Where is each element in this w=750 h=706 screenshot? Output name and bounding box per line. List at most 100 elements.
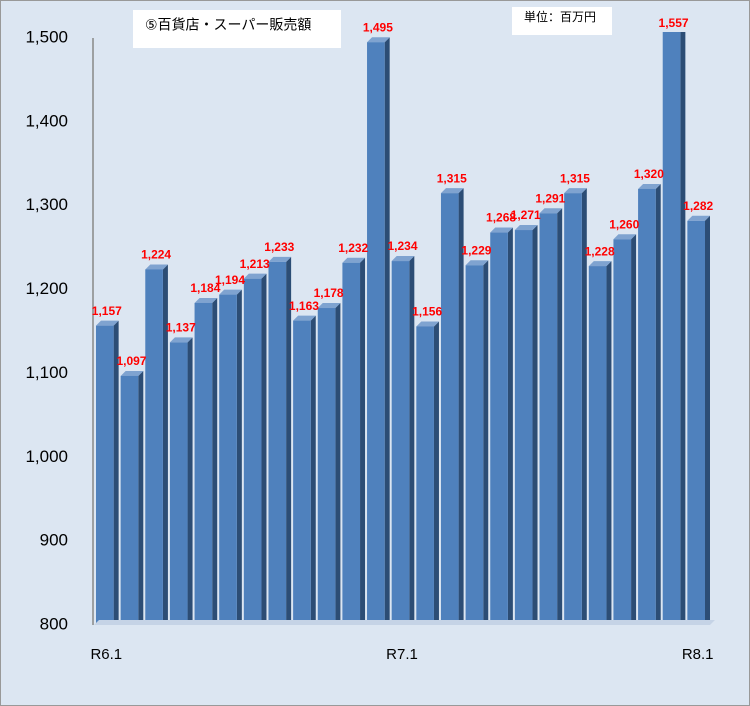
bar-side (581, 188, 587, 625)
bar-side (212, 297, 218, 625)
value-label: 1,557 (659, 16, 689, 30)
bar-side (236, 289, 242, 625)
unit-label: 単位：百万円 (524, 9, 596, 24)
bar-side (483, 260, 489, 625)
value-label: 1,320 (634, 167, 664, 181)
bar-side (557, 208, 563, 626)
bar (465, 265, 484, 625)
bar (539, 213, 558, 626)
value-label: 1,315 (437, 171, 467, 185)
value-label: 1,178 (314, 286, 344, 300)
bar-side (705, 215, 710, 625)
bar-top (391, 256, 415, 262)
floor (94, 620, 715, 625)
y-tick-label: 1,100 (25, 363, 68, 382)
bar-side (187, 337, 193, 625)
value-label: 1,224 (141, 248, 171, 262)
bar (243, 278, 262, 625)
bar-side (433, 321, 439, 625)
y-tick-label: 900 (40, 531, 68, 550)
bar-top (145, 264, 168, 270)
value-label: 1,163 (289, 299, 319, 313)
bar-top (219, 289, 242, 295)
bar-top (638, 183, 661, 189)
y-tick-label: 1,000 (25, 447, 68, 466)
bar (638, 188, 656, 625)
bar-top (539, 208, 563, 214)
y-tick-label: 1,500 (25, 27, 68, 46)
bar (490, 232, 508, 625)
y-tick-label: 1,200 (25, 279, 68, 298)
value-label: 1,234 (387, 239, 417, 253)
value-label: 1,271 (511, 208, 541, 222)
y-tick-label: 800 (40, 614, 68, 633)
unit-box (512, 7, 612, 35)
bar-top (440, 188, 464, 194)
bar (219, 294, 237, 625)
bar-top (687, 215, 710, 221)
bar-side (655, 183, 661, 625)
bar (169, 342, 188, 625)
bar (96, 325, 114, 625)
bar-side (286, 256, 292, 625)
y-tick-label: 1,300 (25, 195, 68, 214)
value-label: 1,268 (486, 211, 516, 225)
chart-title: ⑤百貨店・スーパー販売額 (145, 17, 311, 33)
bar (564, 193, 582, 625)
bar-top (169, 337, 193, 343)
value-label: 1,184 (190, 281, 220, 295)
bar-top (293, 315, 316, 321)
bar (342, 262, 361, 625)
bar-top (120, 370, 144, 376)
value-label: 1,156 (412, 305, 442, 319)
value-label: 1,213 (240, 257, 270, 271)
value-label: 1,229 (461, 243, 491, 257)
bar-top (367, 37, 390, 43)
bar (145, 269, 163, 625)
value-label: 1,137 (166, 321, 196, 335)
x-tick-label: R8.1 (682, 646, 714, 663)
bar-top (564, 188, 587, 194)
bar-side (606, 261, 612, 625)
bar-side (360, 257, 366, 625)
bar-side (113, 320, 119, 625)
bar-top (317, 303, 341, 309)
bar-top (588, 261, 612, 267)
bar-side (507, 227, 513, 625)
bar-side (335, 303, 341, 625)
bar (194, 302, 213, 625)
bar-top (194, 297, 218, 303)
value-label: 1,315 (560, 171, 590, 185)
x-tick-label: R7.1 (386, 646, 418, 663)
bar (662, 32, 681, 626)
bar-top (465, 260, 489, 266)
bar (120, 375, 139, 625)
value-label: 1,097 (116, 354, 146, 368)
bar-side (138, 370, 144, 625)
bars (96, 32, 710, 626)
bar-side (409, 256, 415, 625)
bar (514, 230, 533, 626)
bar-side (532, 225, 538, 626)
bar-side (680, 32, 686, 625)
bar (268, 261, 287, 625)
value-label: 1,282 (683, 199, 713, 213)
bar-side (162, 264, 168, 625)
bar (440, 193, 459, 625)
y-tick-label: 1,400 (25, 111, 68, 130)
bar-side (631, 234, 637, 625)
value-label: 1,291 (535, 191, 565, 205)
bar-top (268, 256, 292, 262)
bar-top (613, 234, 637, 240)
bar-top (490, 227, 513, 233)
bar (687, 220, 705, 625)
x-tick-label: R6.1 (90, 646, 122, 663)
value-label: 1,194 (215, 273, 245, 287)
bar-side (458, 188, 464, 625)
value-label: 1,232 (338, 241, 368, 255)
bar (588, 266, 607, 625)
value-label: 1,260 (609, 217, 639, 231)
bar-side (310, 315, 316, 625)
bar (613, 239, 632, 625)
